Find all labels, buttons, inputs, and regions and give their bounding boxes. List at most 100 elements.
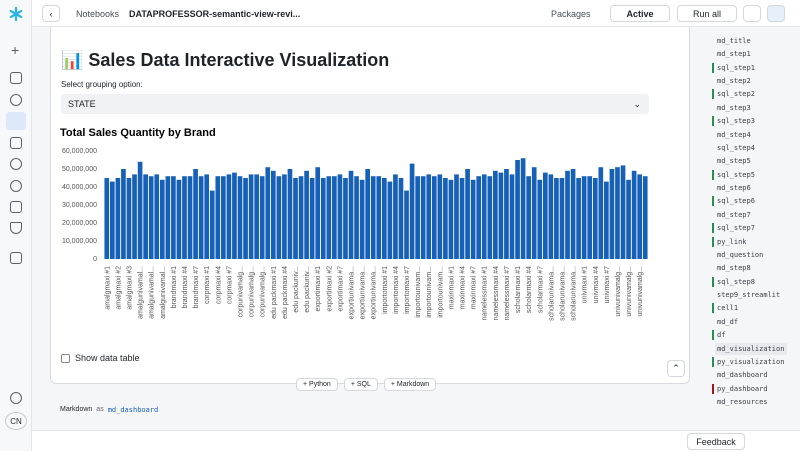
outline-item[interactable]: md_step8 <box>717 264 751 273</box>
outline-item[interactable]: df <box>717 331 726 340</box>
outline-item[interactable]: py_dashboard <box>717 384 768 393</box>
x-tick-label: amalgunivamal... <box>149 266 156 319</box>
outline-item[interactable]: sql_step2 <box>717 90 755 99</box>
y-tick-label: 20,000,000 <box>62 220 97 227</box>
bar <box>415 176 420 259</box>
outline-item[interactable]: md_dashboard <box>717 371 768 380</box>
collapse-button[interactable]: ⌃ <box>667 360 685 377</box>
select-box[interactable]: STATE ⌄ <box>61 94 649 114</box>
outline-item[interactable]: md_visualization <box>715 342 787 355</box>
outline-item[interactable]: sql_step8 <box>717 277 755 286</box>
x-tick-label: amalgunivamal... <box>138 266 145 319</box>
outline-item[interactable]: md_step4 <box>717 130 751 139</box>
home-icon[interactable] <box>10 72 22 84</box>
bar <box>226 174 232 259</box>
outline-item[interactable]: md_title <box>717 37 751 45</box>
add-cell-button[interactable]: + Markdown <box>383 378 437 391</box>
outline-item[interactable]: sql_step7 <box>717 224 755 233</box>
outline-item[interactable]: md_resources <box>717 397 768 406</box>
bar <box>465 169 470 259</box>
outline-item[interactable]: md_step5 <box>717 157 751 166</box>
run-all-button[interactable]: Run all <box>677 5 737 22</box>
bar <box>393 174 398 259</box>
add-icon[interactable]: + <box>11 42 20 58</box>
outline-item[interactable]: md_step6 <box>717 184 751 193</box>
outline-item[interactable]: md_step7 <box>717 210 751 219</box>
breadcrumb[interactable]: Notebooks <box>76 9 120 19</box>
outline-item[interactable]: sql_step5 <box>717 170 755 179</box>
bar <box>381 178 387 259</box>
bar <box>470 179 476 259</box>
bar <box>309 178 315 259</box>
x-tick-label: exportimaxi #2 <box>326 266 333 312</box>
add-cell-button[interactable]: + Python <box>296 378 338 391</box>
bar <box>604 181 609 259</box>
checkbox[interactable] <box>61 354 70 363</box>
chevron: ⌄ <box>633 99 641 109</box>
x-tick-label: maxinmaxi #1 <box>448 266 455 309</box>
notebook-icon[interactable] <box>6 112 26 130</box>
add-cell-button[interactable]: + SQL <box>343 378 378 391</box>
outline-item[interactable]: step9_streamlit <box>717 291 781 300</box>
outline-item[interactable]: md_df <box>717 317 739 326</box>
monitor-icon[interactable] <box>10 201 22 213</box>
left-sidebar: + CN <box>0 0 32 451</box>
search-icon[interactable] <box>10 94 22 106</box>
bar <box>443 178 448 259</box>
outline-item[interactable]: md_step3 <box>717 103 751 112</box>
outline-item[interactable]: md_step1 <box>717 50 751 59</box>
outline-item[interactable]: sql_step3 <box>717 117 755 126</box>
sync-button[interactable] <box>767 5 785 22</box>
outline-item[interactable]: sql_step4 <box>717 143 755 152</box>
bar <box>592 178 598 259</box>
bar <box>620 165 626 259</box>
packages-menu[interactable]: Packages <box>551 9 591 19</box>
x-tick-label: exportimaxi #7 <box>337 266 344 312</box>
status-button[interactable]: Active <box>610 5 670 22</box>
user-avatar[interactable]: CN <box>5 412 27 430</box>
outline-item[interactable]: cell1 <box>717 304 739 313</box>
outline-item[interactable]: sql_step1 <box>717 63 755 72</box>
data-icon[interactable] <box>10 137 22 149</box>
status-marker <box>712 62 714 73</box>
y-tick-label: 30,000,000 <box>62 202 97 209</box>
outline-item[interactable]: md_step2 <box>717 77 751 86</box>
x-tick-label: amalgmaxi #2 <box>115 266 122 310</box>
bar <box>115 178 121 259</box>
panel-button[interactable] <box>743 5 761 22</box>
bar <box>326 176 332 259</box>
bar <box>626 179 631 259</box>
x-tick-label: importounivam... <box>415 266 422 318</box>
bar <box>448 179 454 259</box>
feedback-button[interactable]: Feedback <box>687 433 745 450</box>
bar <box>348 170 354 259</box>
outline-item[interactable]: py_link <box>717 237 747 246</box>
add-cell-bar: + Python + SQL + Markdown <box>296 378 437 392</box>
panel-icon[interactable] <box>10 252 22 264</box>
cell-name[interactable]: md_dashboard <box>107 406 159 414</box>
status-marker <box>712 303 714 314</box>
bar <box>565 170 570 259</box>
checkbox-label[interactable]: Show data table <box>75 353 140 363</box>
bar <box>542 172 548 259</box>
cloud-icon[interactable] <box>10 158 22 170</box>
bell-icon[interactable] <box>10 392 22 404</box>
status-marker <box>712 169 714 180</box>
bar <box>587 176 593 259</box>
back-button[interactable]: ‹ <box>42 5 60 22</box>
x-tick-label: univmaxi #7 <box>604 266 611 303</box>
bar <box>315 167 321 259</box>
outline-item[interactable]: md_question <box>717 250 764 259</box>
shield-icon[interactable] <box>10 222 22 234</box>
bar <box>376 176 382 259</box>
cell-kind[interactable]: Markdown <box>60 406 93 413</box>
notebook-name[interactable]: DATAPROFESSOR-semantic-view-revi... <box>129 9 301 19</box>
outline-item[interactable]: py_visualization <box>717 357 785 366</box>
bar <box>282 174 287 259</box>
x-tick-label: univmaxi #1 <box>582 266 589 303</box>
next-cell-header: Markdown as md_dashboard <box>60 406 158 414</box>
outline-item[interactable]: sql_step6 <box>717 197 755 206</box>
bar <box>481 174 487 259</box>
x-tick-label: scholarmaxi #7 <box>537 266 544 313</box>
ai-icon[interactable] <box>10 180 22 192</box>
